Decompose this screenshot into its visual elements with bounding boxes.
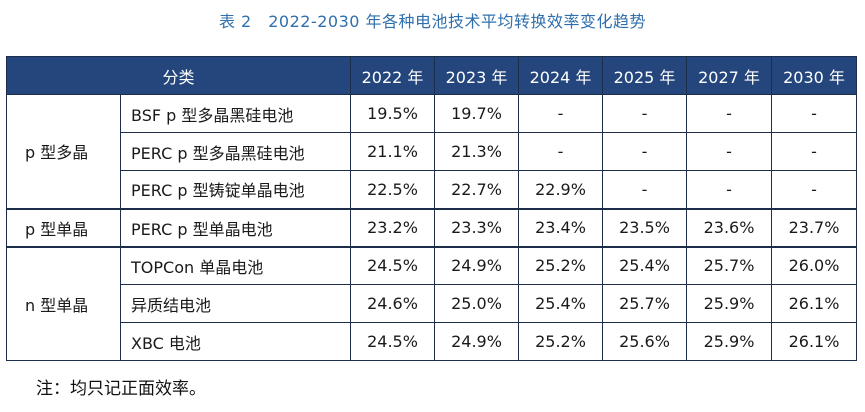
value-cell: 25.6% — [602, 322, 688, 361]
tech-name: PERC p 型铸锭单晶电池 — [119, 170, 352, 209]
value-cell: - — [518, 132, 604, 171]
header-year: 2023 年 — [434, 56, 520, 95]
value-cell: 22.5% — [350, 170, 436, 209]
table-row: XBC 电池 24.5% 24.9% 25.2% 25.6% 25.9% 26.… — [7, 322, 858, 361]
value-cell: 24.5% — [350, 245, 436, 285]
group-label: n 型单晶 — [6, 245, 121, 361]
table-row: PERC p 型多晶黑硅电池 21.1% 21.3% - - - - — [7, 132, 858, 171]
value-cell: 23.7% — [771, 207, 858, 247]
tech-name: XBC 电池 — [119, 322, 352, 361]
value-cell: 24.5% — [350, 322, 436, 361]
group-label: p 型多晶 — [6, 94, 121, 209]
header-year: 2025 年 — [602, 56, 688, 95]
value-cell: - — [771, 94, 858, 133]
tech-name: TOPCon 单晶电池 — [119, 245, 352, 285]
table-row: PERC p 型铸锭单晶电池 22.5% 22.7% 22.9% - - - — [7, 170, 858, 209]
value-cell: 22.7% — [434, 170, 520, 209]
value-cell: - — [686, 94, 773, 133]
header-year: 2024 年 — [518, 56, 604, 95]
value-cell: 25.4% — [518, 284, 604, 323]
value-cell: 26.1% — [771, 284, 858, 323]
tech-name: PERC p 型多晶黑硅电池 — [119, 132, 352, 171]
value-cell: 24.9% — [434, 245, 520, 285]
table-row: n 型单晶 TOPCon 单晶电池 24.5% 24.9% 25.2% 25.4… — [6, 245, 858, 361]
value-cell: - — [602, 132, 688, 171]
value-cell: - — [518, 94, 604, 133]
value-cell: - — [602, 170, 688, 209]
table-note: 注：均只记正面效率。 — [36, 379, 206, 399]
value-cell: - — [686, 170, 773, 209]
efficiency-table: 分类 2022 年 2023 年 2024 年 2025 年 2027 年 20… — [5, 56, 858, 361]
value-cell: - — [771, 170, 858, 209]
value-cell: - — [602, 94, 688, 133]
value-cell: 22.9% — [518, 170, 604, 209]
header-year: 2030 年 — [771, 56, 858, 95]
value-cell: 23.6% — [686, 207, 773, 247]
value-cell: 21.1% — [350, 132, 436, 171]
tech-name: PERC p 型单晶电池 — [119, 207, 352, 247]
value-cell: 26.0% — [771, 245, 858, 285]
value-cell: 25.4% — [602, 245, 688, 285]
value-cell: 19.5% — [350, 94, 436, 133]
value-cell: - — [771, 132, 858, 171]
value-cell: 24.6% — [350, 284, 436, 323]
table-row: p 型单晶 PERC p 型单晶电池 23.2% 23.3% 23.4% 23.… — [6, 207, 858, 247]
value-cell: 25.7% — [686, 245, 773, 285]
table-header-row: 分类 2022 年 2023 年 2024 年 2025 年 2027 年 20… — [5, 56, 858, 95]
value-cell: 25.0% — [434, 284, 520, 323]
value-cell: 23.2% — [350, 207, 436, 247]
value-cell: 25.7% — [602, 284, 688, 323]
value-cell: 25.9% — [686, 322, 773, 361]
table-row: p 型多晶 BSF p 型多晶黑硅电池 19.5% 19.7% - - - - — [6, 94, 858, 209]
header-year: 2027 年 — [686, 56, 773, 95]
value-cell: 25.9% — [686, 284, 773, 323]
value-cell: 23.5% — [602, 207, 688, 247]
header-year: 2022 年 — [350, 56, 436, 95]
value-cell: 19.7% — [434, 94, 520, 133]
value-cell: 23.3% — [434, 207, 520, 247]
value-cell: 23.4% — [518, 207, 604, 247]
tech-name: 异质结电池 — [119, 284, 352, 323]
group-label: p 型单晶 — [6, 207, 121, 247]
value-cell: - — [686, 132, 773, 171]
value-cell: 26.1% — [771, 322, 858, 361]
value-cell: 25.2% — [518, 322, 604, 361]
table-row: 异质结电池 24.6% 25.0% 25.4% 25.7% 25.9% 26.1… — [7, 284, 858, 323]
header-category: 分类 — [5, 56, 352, 95]
tech-name: BSF p 型多晶黑硅电池 — [119, 94, 352, 133]
value-cell: 21.3% — [434, 132, 520, 171]
table-caption: 表 2 2022-2030 年各种电池技术平均转换效率变化趋势 — [218, 12, 647, 31]
value-cell: 25.2% — [518, 245, 604, 285]
value-cell: 24.9% — [434, 322, 520, 361]
